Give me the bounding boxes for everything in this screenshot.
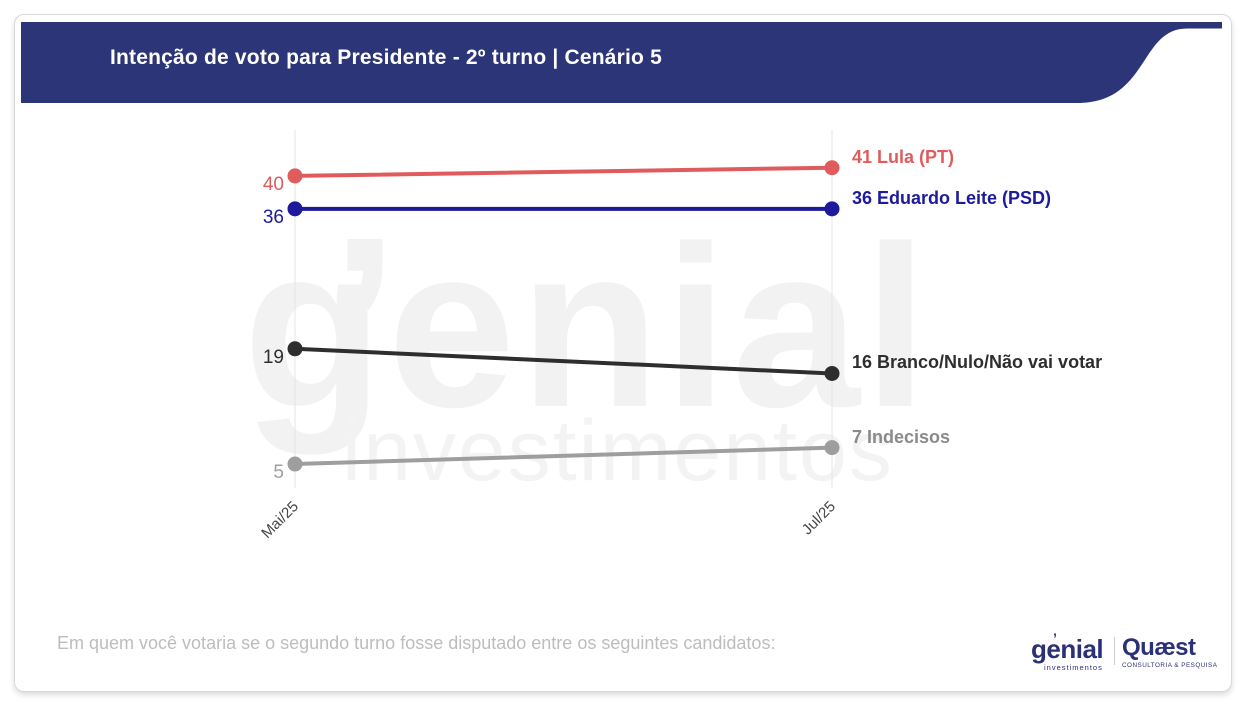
survey-question-footnote: Em quem você votaria se o segundo turno … <box>57 633 776 653</box>
genial-logo-apostrophe: ’ <box>1053 630 1057 646</box>
genial-logo-subtitle: investimentos <box>1044 663 1103 672</box>
quaest-logo-name: Quæst <box>1122 634 1196 661</box>
logo-divider <box>1114 637 1115 665</box>
genial-logo-name: genial <box>1031 634 1104 664</box>
quaest-logo: Quæst CONSULTORIA & PESQUISA <box>1122 634 1218 670</box>
quaest-logo-subtitle: CONSULTORIA & PESQUISA <box>1122 662 1218 669</box>
watermark-apostrophe: ’ <box>330 185 400 464</box>
watermark-investimentos-text: investimentos <box>342 403 894 499</box>
genial-logo: genial investimentos <box>1031 634 1104 672</box>
header-banner-shape <box>21 22 1222 103</box>
header-banner <box>21 22 1222 103</box>
page-title: Intenção de voto para Presidente - 2º tu… <box>110 46 662 69</box>
watermark-genial-text: genial <box>243 198 932 455</box>
